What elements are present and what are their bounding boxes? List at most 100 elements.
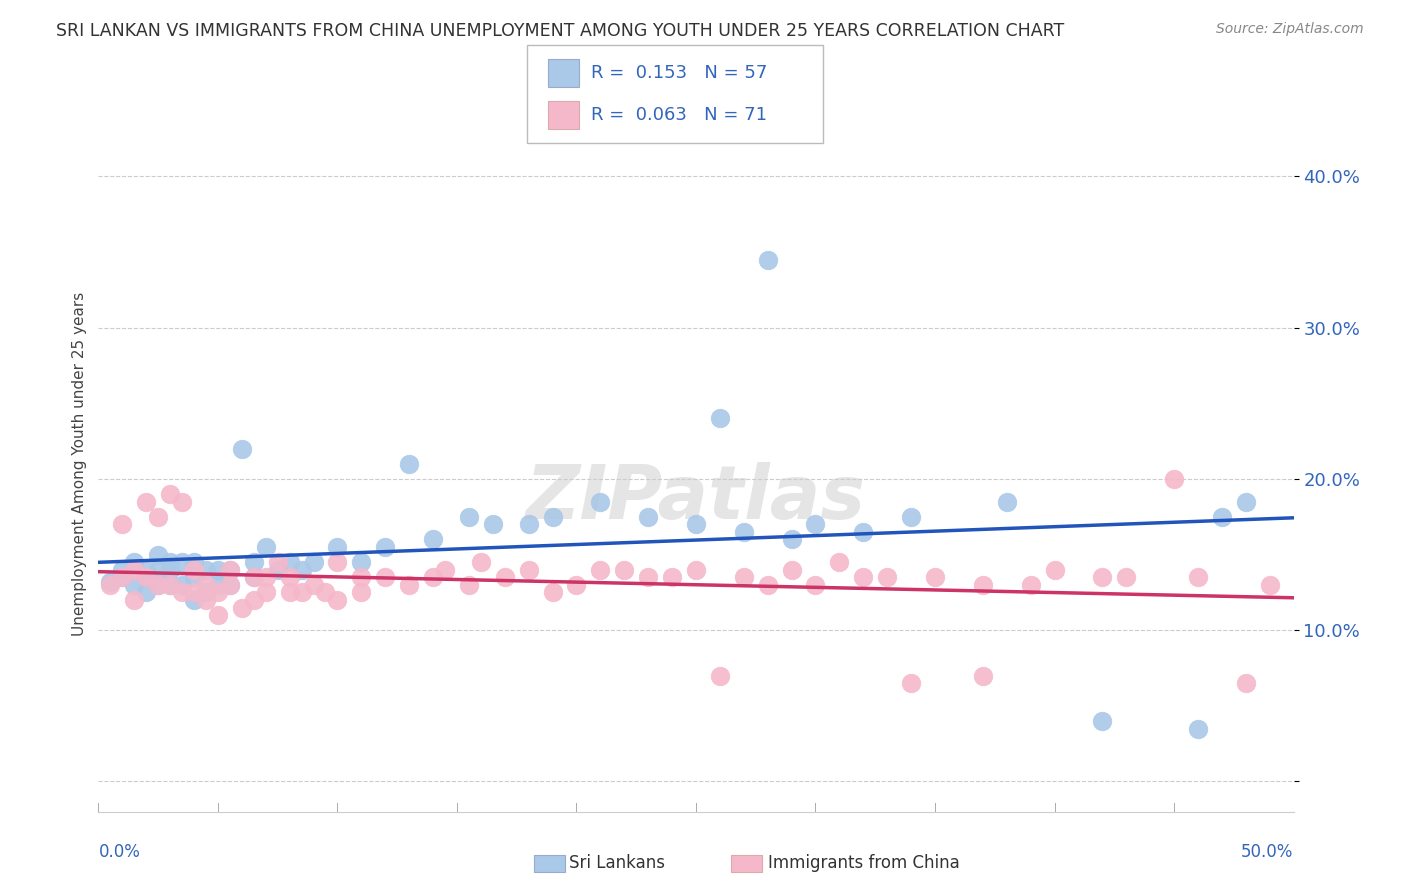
- Point: [541, 509, 564, 524]
- Point: [458, 578, 481, 592]
- Point: [183, 593, 205, 607]
- Point: [254, 570, 277, 584]
- Point: [637, 509, 659, 524]
- Point: [207, 563, 229, 577]
- Point: [470, 555, 492, 569]
- Point: [135, 563, 157, 577]
- Point: [374, 540, 396, 554]
- Point: [709, 411, 731, 425]
- Point: [98, 578, 122, 592]
- Point: [1187, 722, 1209, 736]
- Point: [326, 593, 349, 607]
- Point: [111, 517, 134, 532]
- Text: Source: ZipAtlas.com: Source: ZipAtlas.com: [1216, 22, 1364, 37]
- Point: [756, 252, 779, 267]
- Point: [733, 570, 755, 584]
- Point: [780, 563, 803, 577]
- Point: [135, 585, 157, 599]
- Point: [278, 555, 301, 569]
- Text: 50.0%: 50.0%: [1241, 843, 1294, 861]
- Point: [207, 608, 229, 623]
- Text: SRI LANKAN VS IMMIGRANTS FROM CHINA UNEMPLOYMENT AMONG YOUTH UNDER 25 YEARS CORR: SRI LANKAN VS IMMIGRANTS FROM CHINA UNEM…: [56, 22, 1064, 40]
- Point: [302, 578, 325, 592]
- Point: [422, 533, 444, 547]
- Point: [1115, 570, 1137, 584]
- Point: [481, 517, 505, 532]
- Point: [124, 563, 146, 577]
- Text: R =  0.063   N = 71: R = 0.063 N = 71: [591, 106, 766, 124]
- Point: [1187, 570, 1209, 584]
- Point: [159, 578, 181, 592]
- Point: [148, 578, 170, 592]
- Point: [350, 555, 373, 569]
- Point: [278, 570, 301, 584]
- Point: [194, 578, 217, 592]
- Point: [900, 509, 922, 524]
- Point: [685, 563, 707, 577]
- Point: [148, 548, 170, 562]
- Point: [124, 555, 146, 569]
- Point: [231, 600, 253, 615]
- Point: [1019, 578, 1042, 592]
- Point: [243, 570, 266, 584]
- Point: [828, 555, 851, 569]
- Point: [972, 668, 994, 682]
- Point: [254, 540, 277, 554]
- Point: [517, 517, 540, 532]
- Point: [924, 570, 946, 584]
- Point: [1043, 563, 1066, 577]
- Point: [172, 578, 194, 592]
- Point: [326, 555, 349, 569]
- Point: [972, 578, 994, 592]
- Point: [231, 442, 253, 456]
- Point: [315, 585, 337, 599]
- Point: [709, 668, 731, 682]
- Point: [207, 585, 229, 599]
- Point: [1234, 676, 1257, 690]
- Point: [219, 563, 242, 577]
- Text: 0.0%: 0.0%: [98, 843, 141, 861]
- Point: [290, 585, 312, 599]
- Point: [433, 563, 456, 577]
- Point: [219, 578, 242, 592]
- Point: [148, 563, 170, 577]
- Point: [194, 593, 217, 607]
- Point: [661, 570, 683, 584]
- Text: Immigrants from China: Immigrants from China: [768, 855, 959, 872]
- Point: [398, 457, 420, 471]
- Point: [302, 555, 325, 569]
- Point: [589, 494, 612, 508]
- Point: [517, 563, 540, 577]
- Point: [111, 570, 134, 584]
- Point: [458, 509, 481, 524]
- Point: [374, 570, 396, 584]
- Point: [350, 570, 373, 584]
- Point: [111, 570, 134, 584]
- Point: [398, 578, 420, 592]
- Point: [183, 555, 205, 569]
- Point: [183, 563, 205, 577]
- Point: [1258, 578, 1281, 592]
- Text: ZIPatlas: ZIPatlas: [526, 462, 866, 535]
- Point: [1163, 472, 1185, 486]
- Point: [1211, 509, 1233, 524]
- Point: [780, 533, 803, 547]
- Point: [1091, 714, 1114, 728]
- Point: [194, 585, 217, 599]
- Point: [290, 563, 312, 577]
- Point: [1091, 570, 1114, 584]
- Point: [148, 509, 170, 524]
- Point: [172, 585, 194, 599]
- Point: [183, 570, 205, 584]
- Point: [111, 563, 134, 577]
- Point: [613, 563, 636, 577]
- Point: [326, 540, 349, 554]
- Point: [183, 585, 205, 599]
- Point: [756, 578, 779, 592]
- Point: [852, 570, 875, 584]
- Point: [219, 563, 242, 577]
- Point: [804, 578, 827, 592]
- Point: [995, 494, 1018, 508]
- Point: [135, 570, 157, 584]
- Point: [159, 487, 181, 501]
